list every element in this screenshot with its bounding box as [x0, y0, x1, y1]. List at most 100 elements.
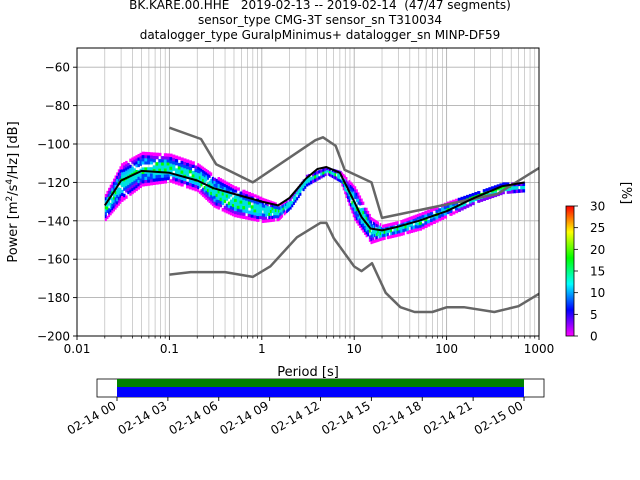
density-cell: [502, 182, 505, 186]
density-cell: [253, 206, 257, 210]
density-cell: [139, 175, 142, 179]
density-cell: [135, 164, 138, 168]
density-cell: [435, 209, 439, 213]
density-cell: [166, 173, 170, 178]
density-cell: [104, 214, 107, 219]
colorbar-tick-label: 0: [590, 330, 598, 344]
density-cell: [116, 204, 119, 208]
density-cell: [265, 213, 268, 217]
density-cell: [172, 176, 176, 181]
density-cell: [416, 216, 420, 220]
density-cell: [191, 174, 195, 178]
density-cell: [485, 188, 489, 192]
density-cell: [376, 232, 378, 237]
density-cell: [355, 192, 358, 196]
density-cell: [281, 208, 284, 212]
density-cell: [345, 177, 348, 181]
density-cell: [231, 197, 235, 201]
density-cell: [400, 220, 403, 224]
density-cell: [280, 205, 282, 210]
density-cell: [342, 186, 345, 191]
density-cell: [418, 216, 422, 220]
density-cell: [114, 178, 117, 182]
density-cell: [221, 192, 225, 196]
density-cell: [119, 188, 122, 192]
density-cell: [279, 209, 281, 214]
density-cell: [200, 171, 203, 175]
density-cell: [111, 203, 114, 208]
density-cell: [158, 165, 162, 169]
density-cell: [117, 172, 120, 176]
density-cell: [117, 199, 120, 203]
density-cell: [108, 193, 111, 197]
density-cell: [441, 216, 445, 220]
density-cell: [245, 197, 249, 201]
density-cell: [194, 181, 198, 185]
density-cell: [253, 200, 257, 204]
density-cell: [158, 152, 162, 157]
density-cell: [368, 216, 371, 221]
density-cell: [191, 164, 195, 168]
density-cell: [206, 194, 210, 199]
density-cell: [108, 208, 111, 212]
density-cell: [253, 194, 257, 198]
density-cell: [112, 196, 115, 200]
density-cell: [427, 219, 431, 224]
density-cell: [348, 192, 351, 197]
density-cell: [312, 172, 315, 177]
density-cell: [344, 178, 347, 182]
density-cell: [236, 205, 240, 209]
colorbar-ticks: 0 5 10 15 20 25 30: [574, 200, 605, 344]
density-cell: [359, 224, 362, 229]
density-cell: [522, 185, 526, 190]
density-cell: [273, 205, 276, 209]
density-cell: [398, 226, 401, 231]
density-cell: [278, 217, 280, 222]
density-cell: [186, 168, 190, 173]
density-cell: [330, 174, 333, 178]
density-cell: [355, 220, 358, 224]
density-cell: [152, 168, 156, 173]
density-cell: [227, 192, 231, 196]
density-cell: [506, 190, 510, 194]
density-cell: [119, 175, 122, 179]
y-tick-label: −80: [45, 99, 70, 113]
density-cell: [139, 178, 142, 182]
density-cell: [205, 172, 208, 176]
density-cell: [180, 179, 184, 184]
density-cell: [292, 193, 295, 197]
density-cell: [213, 204, 216, 208]
density-cell: [247, 201, 252, 205]
density-cell: [408, 230, 411, 234]
density-cell: [147, 158, 151, 162]
density-cell: [202, 169, 205, 173]
density-cell: [208, 187, 211, 191]
density-cell: [406, 220, 409, 225]
density-cell: [291, 195, 294, 199]
density-cell: [116, 188, 119, 192]
density-cell: [376, 238, 378, 243]
density-cell: [215, 190, 218, 194]
density-cell: [377, 224, 379, 228]
density-cell: [133, 162, 136, 166]
density-cell: [368, 223, 371, 227]
time-tick-label: 02-14 12: [268, 398, 322, 437]
density-cell: [144, 154, 148, 159]
density-cell: [125, 189, 128, 193]
density-cell: [276, 214, 279, 219]
density-cell: [137, 160, 140, 164]
density-cell: [202, 178, 205, 182]
density-cell: [402, 219, 405, 223]
density-cell: [375, 239, 377, 243]
density-cell: [363, 207, 366, 211]
density-cell: [331, 174, 334, 179]
density-cell: [269, 206, 272, 210]
density-cell: [396, 233, 399, 237]
density-cell: [149, 182, 154, 186]
density-cell: [147, 173, 151, 177]
density-cell: [263, 219, 266, 223]
density-cell: [372, 240, 375, 244]
density-cell: [172, 160, 176, 165]
density-cell: [129, 180, 132, 184]
density-cell: [515, 189, 519, 194]
